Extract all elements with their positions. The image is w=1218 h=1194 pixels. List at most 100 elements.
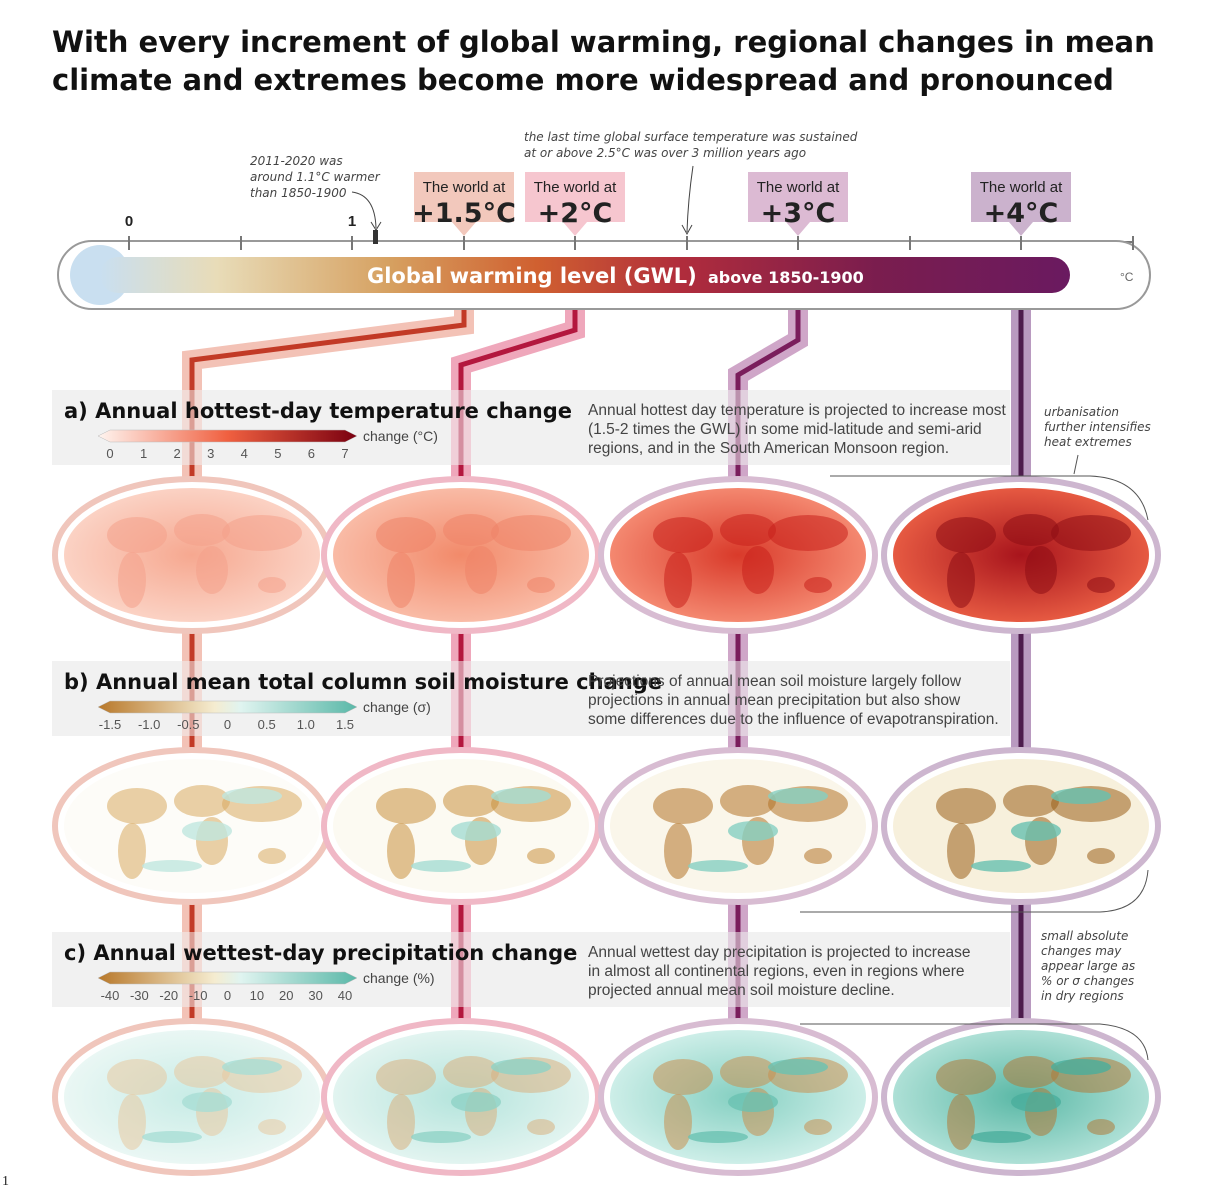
panel-description: projected annual mean soil moisture decl…: [588, 982, 895, 999]
note-line: changes may: [1041, 944, 1122, 958]
note-line: at or above 2.5°C was over 3 million yea…: [524, 146, 806, 160]
continent: [947, 552, 975, 608]
continent: [527, 577, 555, 593]
region: [688, 1131, 748, 1143]
continent: [768, 515, 848, 551]
gwl-label: Global warming level (GWL): [367, 264, 697, 288]
colorbar-tick: 5: [274, 446, 281, 461]
panel-description: (1.5-2 times the GWL) in some mid-latitu…: [588, 421, 982, 438]
panel-description: projections in annual mean precipitation…: [588, 692, 961, 709]
level-value: +1.5°C: [412, 198, 516, 229]
colorbar-tick: 1.5: [336, 717, 354, 732]
colorbar: [97, 429, 358, 443]
level-box: [748, 172, 848, 236]
region: [451, 821, 501, 841]
continent: [804, 848, 832, 864]
continent: [174, 514, 230, 546]
note-line: small absolute: [1041, 929, 1128, 943]
colorbar-unit: change (σ): [363, 699, 431, 715]
note-line: urbanisation: [1044, 405, 1119, 419]
arrow: [686, 165, 694, 233]
levels: The world at +1.5°C The world at +2°C The wo…: [412, 172, 1071, 236]
region: [142, 1131, 202, 1143]
thermometer-bar: [100, 257, 1070, 293]
note-line: heat extremes: [1044, 435, 1132, 449]
region: [1051, 788, 1111, 804]
continent: [936, 517, 996, 553]
gwl-line-core: [1018, 661, 1024, 736]
annotation-recent: 2011-2020 was around 1.1°C warmer than 1…: [250, 154, 382, 231]
continent: [174, 785, 230, 817]
continent: [804, 1119, 832, 1135]
continent: [1003, 1056, 1059, 1088]
note-line: the last time global surface temperature…: [524, 130, 858, 144]
note-line: % or σ changes: [1041, 974, 1134, 988]
map-features: [653, 514, 848, 608]
continent: [174, 1056, 230, 1088]
continent: [387, 552, 415, 608]
continent: [443, 785, 499, 817]
leader: [800, 869, 1149, 913]
map-features: [936, 785, 1131, 879]
continent: [1051, 515, 1131, 551]
map: [610, 488, 866, 622]
region: [971, 860, 1031, 872]
side-note-urban: urbanisation further intensifies heat ex…: [830, 405, 1151, 521]
continent: [118, 823, 146, 879]
colorbar-tick: -40: [101, 988, 120, 1003]
level-value: +2°C: [538, 198, 613, 229]
colorbar-tick: 20: [279, 988, 293, 1003]
map-features: [653, 1056, 848, 1150]
region: [491, 788, 551, 804]
region: [222, 1059, 282, 1075]
colorbar-tick: -1.0: [138, 717, 160, 732]
continent: [653, 517, 713, 553]
level-value: +3°C: [761, 198, 836, 229]
gwl-line-core: [1018, 390, 1024, 465]
arrow-head: [681, 224, 693, 236]
region: [728, 1092, 778, 1112]
map-features: [936, 1056, 1131, 1150]
map-features: [376, 1056, 571, 1150]
panel-band-overlay: [52, 932, 1010, 1007]
continent: [491, 515, 571, 551]
colorbar-tick: -20: [159, 988, 178, 1003]
panel-description: Projections of annual mean soil moisture…: [588, 673, 962, 690]
level-box: [414, 172, 514, 236]
continent: [118, 1094, 146, 1150]
level-value: +4°C: [984, 198, 1059, 229]
region: [971, 1131, 1031, 1143]
note-line: in dry regions: [1041, 989, 1124, 1003]
colorbar-tick: 7: [341, 446, 348, 461]
panel-description: Annual hottest day temperature is projec…: [588, 402, 1007, 419]
colorbar-tick: 40: [338, 988, 352, 1003]
continent: [1087, 1119, 1115, 1135]
region: [222, 788, 282, 804]
continent: [947, 823, 975, 879]
continent: [222, 515, 302, 551]
recent-marker: [373, 230, 378, 244]
map-features: [107, 785, 302, 879]
note-line: 2011-2020 was: [250, 154, 343, 168]
region: [411, 860, 471, 872]
title-line: With every increment of global warming, …: [52, 25, 1155, 59]
continent: [443, 514, 499, 546]
continent: [720, 785, 776, 817]
leader: [830, 475, 1149, 521]
continent: [720, 1056, 776, 1088]
note-line: appear large as: [1041, 959, 1135, 973]
level-box: [525, 172, 625, 236]
continent: [936, 1059, 996, 1095]
continent: [527, 1119, 555, 1135]
region: [411, 1131, 471, 1143]
continent: [804, 577, 832, 593]
continent: [1003, 785, 1059, 817]
region: [1051, 1059, 1111, 1075]
continent: [376, 788, 436, 824]
continent: [720, 514, 776, 546]
colorbar-tick: -10: [189, 988, 208, 1003]
continent: [107, 788, 167, 824]
note-line: around 1.1°C warmer: [250, 170, 381, 184]
panel-title: a) Annual hottest-day temperature change: [64, 399, 572, 423]
map-features: [376, 514, 571, 608]
